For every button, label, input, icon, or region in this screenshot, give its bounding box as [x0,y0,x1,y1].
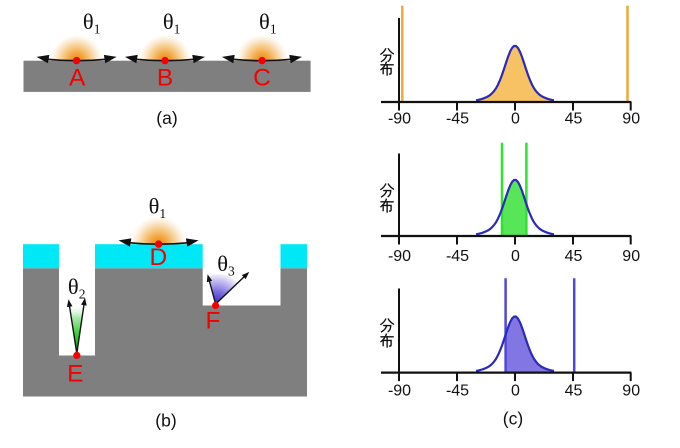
svg-text:-90: -90 [388,383,411,400]
svg-text:F: F [206,308,221,335]
svg-text:-90: -90 [388,248,411,265]
svg-text:D: D [150,244,168,271]
svg-text:B: B [157,65,173,92]
svg-text:A: A [69,65,86,92]
svg-text:(c): (c) [503,409,523,429]
svg-text:0: 0 [511,383,520,400]
svg-text:0: 0 [511,111,520,128]
svg-text:90: 90 [622,248,640,265]
svg-text:-45: -45 [446,248,469,265]
svg-text:0: 0 [511,248,520,265]
svg-text:-90: -90 [388,111,411,128]
svg-text:(a): (a) [156,108,177,128]
svg-text:45: 45 [565,248,583,265]
svg-text:-45: -45 [446,383,469,400]
svg-text:C: C [253,65,271,92]
svg-text:-45: -45 [446,111,469,128]
svg-text:90: 90 [622,111,640,128]
svg-text:90: 90 [622,383,640,400]
svg-text:E: E [67,361,83,388]
svg-text:45: 45 [565,383,583,400]
svg-text:45: 45 [565,111,583,128]
svg-text:(b): (b) [155,410,176,430]
